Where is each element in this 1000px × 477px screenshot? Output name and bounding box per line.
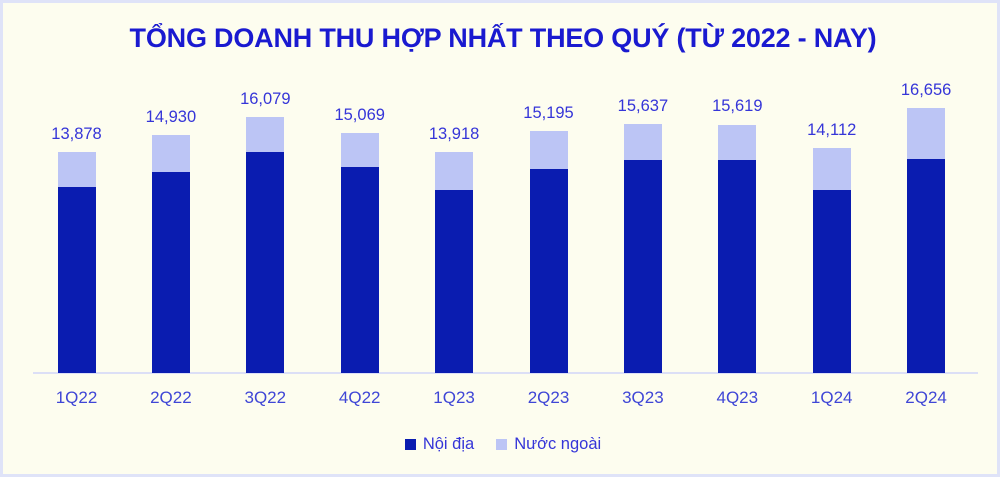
bar-total-label: 15,619 <box>712 97 763 116</box>
bar-group[interactable] <box>435 151 474 373</box>
bar-total-label: 13,878 <box>51 125 102 144</box>
bar-segment-foreign[interactable] <box>151 135 190 172</box>
bar-stack <box>151 135 190 373</box>
bar-total-label: 14,930 <box>145 108 197 127</box>
bar-group[interactable] <box>812 148 851 373</box>
bar-segment-domestic[interactable] <box>151 172 190 373</box>
bar-segment-foreign[interactable] <box>812 148 851 190</box>
legend-label-domestic: Nội địa <box>422 435 475 453</box>
chart-legend: Nội địa Nước ngoài <box>3 435 997 454</box>
bar-group[interactable] <box>529 131 568 373</box>
legend-item-foreign[interactable]: Nước ngoài <box>496 435 601 454</box>
category-label-2q22: 2Q22 <box>150 388 192 407</box>
category-label-1q24: 1Q24 <box>810 388 853 407</box>
bar-segment-foreign[interactable] <box>907 108 946 160</box>
bar-segment-domestic[interactable] <box>718 159 757 373</box>
bar-group[interactable] <box>623 124 662 373</box>
bar-segment-domestic[interactable] <box>623 159 662 373</box>
x-axis-line <box>33 372 978 374</box>
bar-stack <box>529 131 568 373</box>
bar-segment-domestic[interactable] <box>246 152 285 373</box>
bar-segment-domestic[interactable] <box>529 168 568 373</box>
bar-stack <box>57 152 96 373</box>
bar-group[interactable] <box>718 124 757 373</box>
chart-title: TỔNG DOANH THU HỢP NHẤT THEO QUÝ (TỪ 202… <box>129 23 877 53</box>
bar-total-label: 16,656 <box>900 81 952 99</box>
bar-group[interactable] <box>246 117 285 373</box>
category-label-4q22: 4Q22 <box>338 388 381 407</box>
bar-segment-domestic[interactable] <box>907 159 946 373</box>
bar-segment-foreign[interactable] <box>246 117 285 153</box>
bar-stack <box>340 133 379 373</box>
category-label-2q23: 2Q23 <box>527 388 570 407</box>
category-label-1q23: 1Q23 <box>433 388 475 407</box>
bar-segment-foreign[interactable] <box>435 151 474 190</box>
bar-group[interactable] <box>57 152 96 373</box>
bar-group[interactable] <box>151 135 190 373</box>
category-label-4q23: 4Q23 <box>716 388 759 407</box>
foreign-swatch-icon <box>496 439 508 450</box>
bar-stack <box>435 151 474 373</box>
bar-segment-foreign[interactable] <box>718 124 757 160</box>
bar-group[interactable] <box>907 108 946 373</box>
bar-total-label: 15,637 <box>617 97 669 116</box>
bar-segment-foreign[interactable] <box>529 131 568 169</box>
bar-total-label: 16,079 <box>240 90 291 109</box>
bar-segment-domestic[interactable] <box>57 186 96 373</box>
legend-label-foreign: Nước ngoài <box>514 435 602 453</box>
category-label-3q22: 3Q22 <box>244 388 287 407</box>
bar-stack <box>246 117 285 373</box>
bar-segment-foreign[interactable] <box>340 133 379 167</box>
category-label-3q23: 3Q23 <box>622 388 664 407</box>
category-label-1q22: 1Q22 <box>55 388 98 407</box>
bar-segment-foreign[interactable] <box>57 152 96 187</box>
bar-stack <box>907 108 946 373</box>
bar-total-label: 14,112 <box>807 121 857 140</box>
bar-stack <box>718 124 757 373</box>
bar-stack <box>812 148 851 373</box>
bar-segment-domestic[interactable] <box>812 189 851 373</box>
bar-segment-domestic[interactable] <box>340 166 379 373</box>
bar-segment-domestic[interactable] <box>435 189 474 373</box>
bar-group[interactable] <box>340 133 379 373</box>
bar-total-label: 15,195 <box>523 104 574 123</box>
bar-total-label: 13,918 <box>428 124 480 143</box>
bar-segment-foreign[interactable] <box>623 124 662 160</box>
domestic-swatch-icon <box>404 439 416 450</box>
bar-total-label: 15,069 <box>334 106 385 125</box>
category-label-2q24: 2Q24 <box>905 388 947 407</box>
legend-item-domestic[interactable]: Nội địa <box>404 435 475 454</box>
bar-stack <box>623 124 662 373</box>
